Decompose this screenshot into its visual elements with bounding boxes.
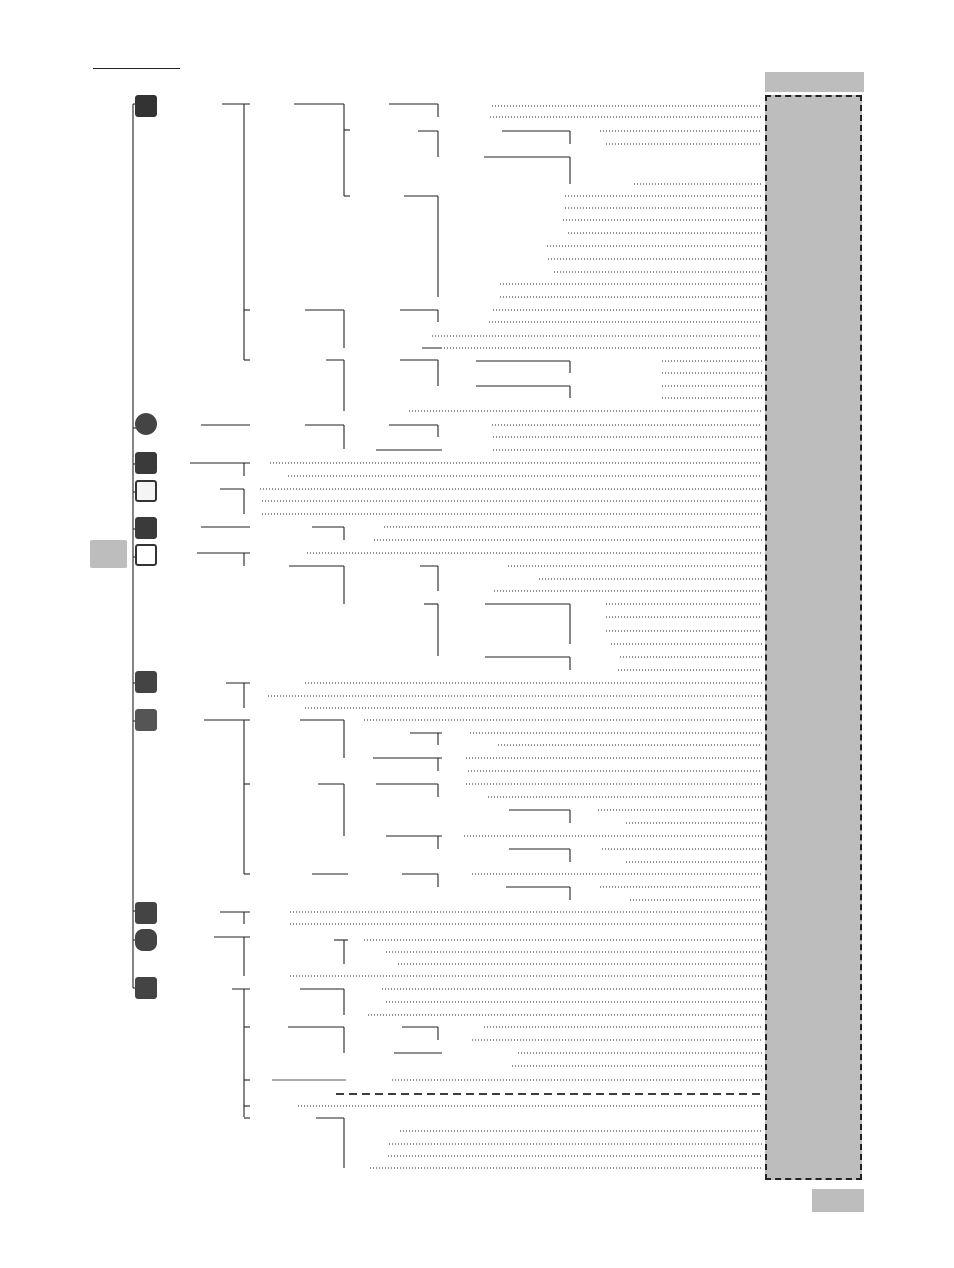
grid-layout-icon: [135, 480, 157, 502]
wheel-icon: [135, 413, 157, 435]
header-rule: [93, 68, 180, 69]
page-number-box: [812, 1189, 864, 1212]
climate-icon: [135, 95, 157, 117]
panel-header: [765, 72, 864, 92]
light-icon: [135, 902, 157, 924]
bar-chart-icon: [135, 671, 157, 693]
display-icon: [135, 517, 157, 539]
box-icon: [135, 709, 157, 731]
seat-icon: [135, 452, 157, 474]
chapter-tab: [90, 540, 127, 568]
notes-panel: [765, 95, 862, 1180]
lock-icon: [135, 929, 157, 951]
graph-icon: [135, 544, 157, 566]
tools-icon: [135, 977, 157, 999]
